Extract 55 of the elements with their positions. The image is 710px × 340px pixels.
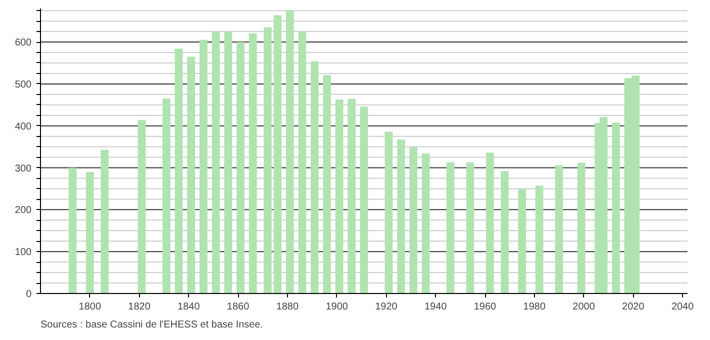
bar	[577, 162, 586, 294]
bar	[212, 32, 220, 294]
x-tick-label: 2040	[671, 302, 694, 312]
source-note: Sources : base Cassini de l'EHESS et base Insee.	[40, 320, 264, 330]
y-tick-label: 400	[14, 121, 32, 132]
x-tick-label: 1800	[78, 302, 102, 312]
bar	[310, 61, 319, 294]
bar	[224, 32, 232, 294]
x-tick-label: 1980	[523, 302, 546, 312]
bar	[335, 99, 344, 294]
y-tick-label: 200	[14, 205, 32, 216]
bar	[174, 48, 183, 294]
y-tick-label: 500	[14, 79, 32, 90]
y-tick-label: 0	[26, 289, 32, 300]
x-tick-label: 1840	[178, 302, 200, 312]
bar	[555, 165, 564, 294]
x-tick-label: 1920	[375, 302, 398, 312]
bar	[274, 15, 282, 294]
bar	[397, 140, 405, 294]
bar	[612, 122, 620, 294]
bar	[409, 147, 418, 294]
x-tick-label: 2020	[622, 302, 645, 312]
bar	[518, 189, 526, 294]
x-tick-label: 1960	[474, 302, 497, 312]
bar	[100, 150, 109, 294]
x-tick-label: 1900	[326, 302, 348, 312]
bar	[264, 27, 272, 294]
bar	[187, 56, 196, 294]
bar	[236, 42, 244, 294]
x-tick-label: 2000	[572, 302, 596, 312]
x-tick-label: 1860	[226, 302, 250, 312]
y-tick-label: 300	[14, 163, 32, 174]
bar	[446, 162, 454, 294]
bar	[466, 162, 474, 294]
bar	[162, 98, 170, 294]
bar	[248, 33, 257, 294]
bar	[348, 98, 356, 294]
bar	[86, 172, 94, 294]
x-tick-label: 1880	[276, 302, 300, 312]
y-tick-label: 600	[14, 38, 32, 49]
x-tick-label: 1940	[424, 302, 448, 312]
x-tick-label: 1820	[128, 302, 151, 312]
bar	[298, 32, 306, 294]
bar	[323, 75, 331, 294]
bar	[500, 171, 509, 294]
bar	[286, 10, 294, 294]
bar	[384, 132, 393, 294]
bar	[138, 120, 146, 294]
bar	[535, 186, 544, 294]
bar	[200, 40, 208, 294]
bar	[68, 168, 77, 294]
bar	[360, 106, 368, 294]
y-tick-label: 100	[14, 247, 32, 258]
bar	[486, 152, 494, 294]
bar	[422, 154, 430, 294]
